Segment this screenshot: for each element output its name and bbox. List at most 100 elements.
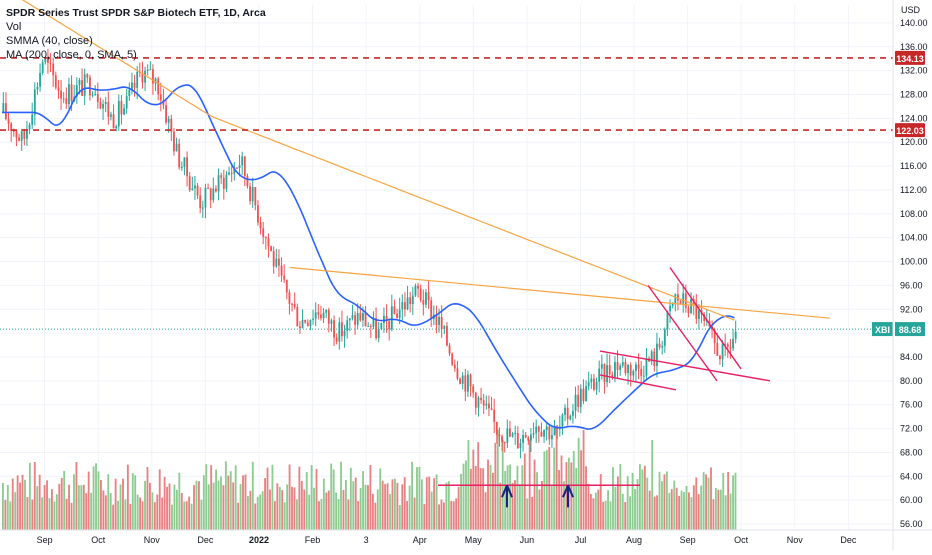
volume-bar (36, 486, 39, 530)
volume-bar (117, 500, 119, 530)
candle-body (448, 345, 451, 354)
volume-bar (335, 492, 338, 530)
candle-body (36, 86, 39, 90)
candle-body (356, 313, 359, 325)
volume-bar (675, 487, 678, 530)
candle-body (183, 157, 186, 167)
volume-bar (688, 492, 690, 530)
candle-body (259, 222, 262, 229)
volume-bar (477, 442, 480, 530)
candle-body (461, 375, 464, 384)
volume-bar (374, 502, 377, 530)
volume-bar (349, 467, 352, 530)
candle-body (527, 437, 530, 441)
candle-body (616, 362, 619, 370)
candle-body (117, 101, 120, 127)
up-arrow (501, 484, 513, 508)
candle-body (186, 157, 188, 177)
volume-bar (631, 472, 634, 530)
candle-body (346, 320, 349, 331)
volume-bar (391, 479, 394, 530)
volume-bar (376, 489, 379, 530)
candle-body (485, 403, 488, 406)
candle-body (495, 421, 498, 435)
candle-body (188, 176, 191, 190)
candle-body (351, 315, 354, 319)
candle-body (595, 381, 598, 390)
volume-bar (73, 474, 75, 530)
volume-bar (438, 504, 440, 530)
volume-bar (509, 464, 511, 530)
candle-body (217, 175, 220, 192)
candle-body (196, 185, 199, 196)
symbol-label: XBI (875, 325, 890, 335)
candle-body (677, 294, 679, 301)
candle-body (650, 351, 653, 362)
volume-bar (291, 486, 293, 530)
volume-bar (541, 481, 543, 530)
x-tick-label: Apr (413, 535, 427, 545)
volume-bar (247, 495, 249, 530)
candle-body (669, 305, 671, 312)
volume-bar (384, 484, 387, 530)
volume-bar (403, 477, 406, 530)
volume-bar (394, 478, 396, 530)
volume-bar (678, 495, 681, 530)
candle-body (516, 433, 519, 449)
volume-bar (729, 493, 732, 530)
candle-body (49, 62, 52, 64)
candle-body (96, 93, 99, 102)
candle-body (149, 69, 152, 71)
candle-body (545, 426, 548, 431)
candle-body (456, 368, 459, 379)
candle-body (579, 388, 582, 407)
candle-body (283, 275, 286, 280)
candle-body (199, 195, 202, 209)
volume-bar (332, 469, 335, 530)
volume-bar (244, 474, 247, 530)
volume-bar (158, 469, 161, 530)
volume-bar (626, 476, 629, 530)
candle-body (530, 434, 532, 441)
volume-bar (455, 498, 458, 530)
volume-bar (232, 482, 235, 530)
candle-body (503, 442, 506, 444)
candle-body (52, 63, 55, 76)
volume-bar (680, 490, 683, 530)
volume-bar (452, 501, 455, 530)
x-tick-label: Nov (144, 535, 161, 545)
candle-body (372, 318, 375, 327)
candle-body (293, 303, 296, 307)
candle-body (398, 309, 401, 319)
candle-body (367, 326, 370, 328)
volume-bar (16, 475, 19, 530)
volume-bar (710, 467, 712, 530)
volume-bar (646, 477, 649, 530)
volume-bar (97, 471, 100, 530)
candle-body (225, 174, 228, 189)
candle-body (306, 322, 309, 326)
volume-bar (433, 478, 436, 530)
volume-bar (526, 498, 529, 530)
volume-bar (146, 467, 149, 530)
volume-bar (173, 484, 176, 530)
candle-body (656, 343, 658, 367)
volume-bar (337, 499, 340, 530)
volume-bar (511, 482, 514, 530)
candle-body (296, 306, 299, 327)
volume-bar (70, 502, 73, 530)
volume-bar (68, 484, 70, 530)
x-tick-label: Aug (626, 535, 642, 545)
candle-body (684, 293, 687, 308)
volume-bar (46, 480, 48, 530)
candle-body (262, 228, 265, 237)
candle-body (314, 312, 317, 319)
volume-bar (707, 477, 710, 530)
volume-bar (308, 494, 311, 530)
candle-body (451, 353, 454, 365)
volume-bar (251, 461, 254, 530)
volume-bar (149, 482, 151, 530)
volume-bar (619, 464, 622, 530)
